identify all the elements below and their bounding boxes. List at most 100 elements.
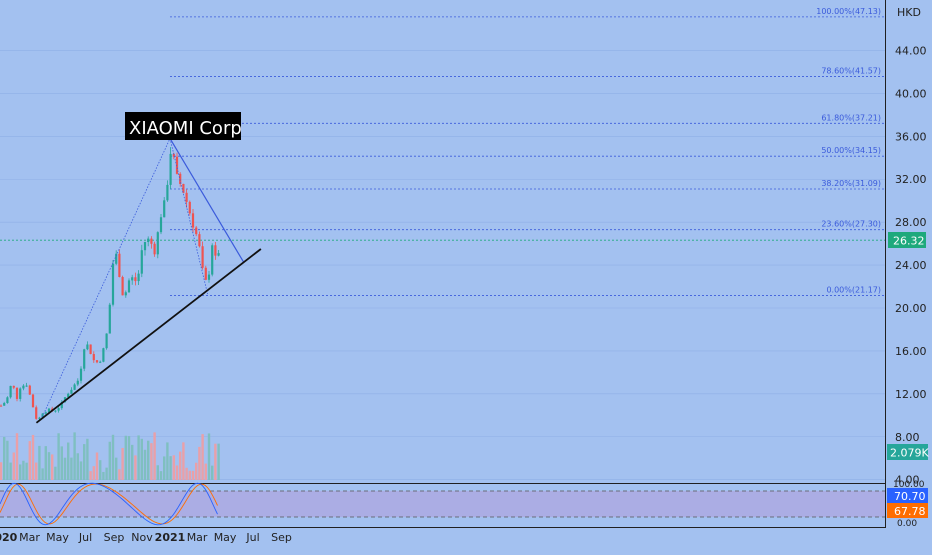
price-tick-label: 40.00 xyxy=(895,87,927,100)
volume-bar xyxy=(57,433,60,480)
volume-badge: 2.079K xyxy=(887,444,929,460)
fib-level-label: 78.60%(41.57) xyxy=(821,67,881,76)
oscillator-tick-100: 100.00 xyxy=(893,480,925,490)
candle-body xyxy=(102,348,105,362)
time-tick-label: 2020 xyxy=(0,531,18,544)
price-axis-ticks: 44.00 40.00 36.00 32.00 28.00 24.00 20.00 16.00… xyxy=(895,44,927,486)
time-tick-label: Nov xyxy=(131,531,153,544)
volume-bar xyxy=(217,443,220,480)
volume-bar xyxy=(73,432,76,480)
candle-body xyxy=(0,405,3,407)
chart-title-box: XIAOMI Corp xyxy=(125,112,242,140)
volume-bar xyxy=(153,432,156,480)
volume-bar xyxy=(127,436,131,480)
oscillator-d-value: 67.78 xyxy=(894,505,926,518)
candle-body xyxy=(140,250,143,274)
candle-body xyxy=(207,274,211,280)
volume-bar xyxy=(3,436,6,480)
volume-bar xyxy=(47,452,51,480)
candle-body xyxy=(76,380,79,385)
candle-body xyxy=(191,213,195,228)
candle-body xyxy=(214,245,217,256)
volume-bar xyxy=(83,444,86,480)
fib-level-label: 61.80%(37.21) xyxy=(821,113,881,122)
time-tick-label: Jul xyxy=(245,531,259,544)
volume-bar xyxy=(86,438,89,480)
candle-body xyxy=(124,292,127,296)
volume-bar xyxy=(163,456,166,480)
resistance-trendline[interactable] xyxy=(169,138,244,263)
candle-body xyxy=(99,361,102,363)
volume-bar xyxy=(105,467,108,480)
candle-body xyxy=(15,387,19,399)
time-tick-label: May xyxy=(46,531,69,544)
candle-body xyxy=(95,360,99,363)
support-trendline[interactable] xyxy=(35,248,262,424)
candle-body xyxy=(179,173,182,184)
candle-body xyxy=(22,385,25,389)
price-tick-label: 32.00 xyxy=(895,173,927,186)
candle-body xyxy=(156,232,159,255)
candle-body xyxy=(54,410,57,412)
volume-bar xyxy=(102,471,105,480)
time-tick-label: Sep xyxy=(104,531,125,544)
time-tick-label: Sep xyxy=(271,531,292,544)
volume-bar xyxy=(15,433,19,480)
time-tick-label: Jul xyxy=(78,531,92,544)
fibonacci-retracement[interactable]: 100.00%(47.13) 78.60%(41.57) 61.80%(37.21)… xyxy=(0,7,885,296)
candle-body xyxy=(115,253,118,264)
candle-body xyxy=(44,412,47,414)
candle-body xyxy=(79,368,83,381)
price-axis[interactable]: HKD 44.00 40.00 36.00 32.00 28.00 24.00 20.00 1… xyxy=(885,0,927,528)
volume-bar xyxy=(195,462,198,480)
time-tick-label: Mar xyxy=(187,531,208,544)
volume-bar xyxy=(63,457,67,480)
candle-body xyxy=(70,389,73,394)
candle-body xyxy=(153,243,156,255)
candle-body xyxy=(147,238,150,243)
wave-line[interactable] xyxy=(40,138,171,420)
candle-body xyxy=(201,246,204,268)
candle-body xyxy=(28,385,31,395)
candle-body xyxy=(134,277,137,282)
volume-bar xyxy=(54,466,57,480)
oscillator-tick-0: 0.00 xyxy=(897,519,917,529)
price-tick-label: 16.00 xyxy=(895,345,927,358)
candle-body xyxy=(89,344,92,355)
volume-bar xyxy=(179,451,182,480)
candle-body xyxy=(12,385,15,388)
volume-bar xyxy=(124,435,127,480)
volume-bar xyxy=(185,467,188,480)
candle-body xyxy=(195,227,198,235)
time-axis[interactable]: 2020MarMayJulSepNov2021MarMayJulSep xyxy=(0,531,292,544)
wave-line[interactable] xyxy=(169,138,209,295)
fib-level-label: 50.00%(34.15) xyxy=(821,146,881,155)
last-price-badge: 26.32 xyxy=(888,232,926,248)
volume-bar xyxy=(95,452,99,480)
volume-bar xyxy=(207,433,211,480)
time-tick-label: May xyxy=(214,531,237,544)
volume-bar xyxy=(6,440,9,480)
volume-bar xyxy=(0,462,3,480)
candle-body xyxy=(73,384,76,390)
oscillator-panel[interactable] xyxy=(0,483,885,528)
volume-bar xyxy=(108,441,111,480)
volume-bar xyxy=(166,442,169,480)
last-price-badge-bg xyxy=(888,232,926,248)
volume-bar xyxy=(38,445,41,480)
candle-body xyxy=(172,153,175,157)
candle-body xyxy=(47,408,51,413)
candle-body xyxy=(182,183,185,193)
volume-bar xyxy=(159,471,163,480)
volume-bar xyxy=(115,457,118,480)
volume-bar xyxy=(79,461,83,480)
volume-bar xyxy=(70,457,73,480)
price-tick-label: 12.00 xyxy=(895,388,927,401)
trend-drawings[interactable] xyxy=(35,138,262,424)
last-price-value: 26.32 xyxy=(893,235,925,248)
candle-body xyxy=(121,276,124,296)
fib-level-label: 38.20%(31.09) xyxy=(821,179,881,188)
price-tick-label: 28.00 xyxy=(895,216,927,229)
